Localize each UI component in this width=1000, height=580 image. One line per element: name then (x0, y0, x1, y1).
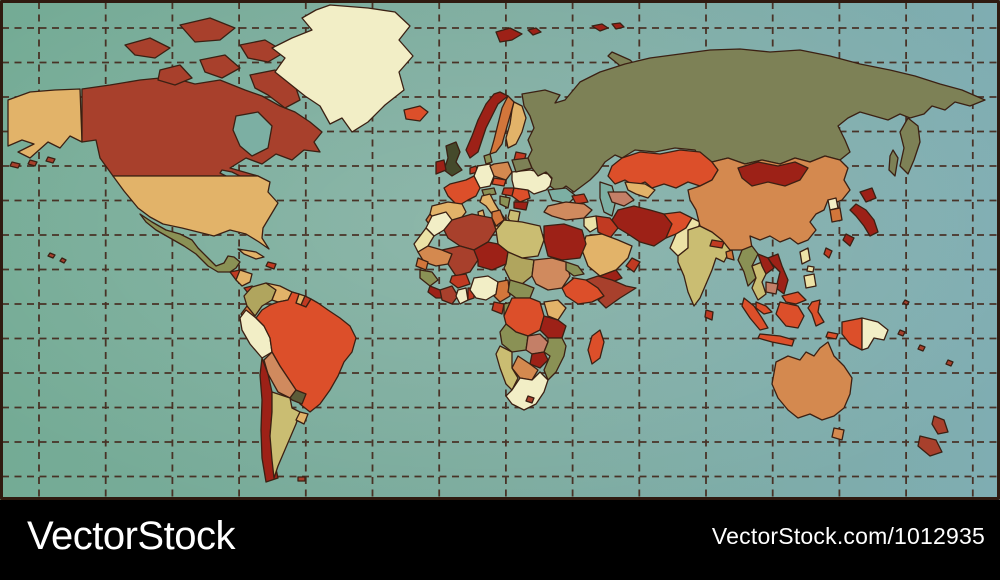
nepal-bhutan (709, 239, 725, 249)
caspian-sea (599, 181, 617, 217)
country-kazakhstan (607, 149, 719, 189)
country-lesotho (525, 395, 535, 404)
world-map-image (0, 0, 1000, 500)
country-cuba (237, 248, 265, 260)
country-sudan (531, 257, 571, 291)
country-saudi-arabia (581, 233, 633, 277)
country-angola (499, 323, 529, 353)
aleutian-islands (9, 156, 56, 169)
country-mali (441, 245, 479, 277)
country-mexico (139, 213, 241, 273)
image-credit-url: VectorStock.com/1012935 (711, 522, 985, 549)
country-argentina (269, 391, 301, 479)
country-uzbekistan (624, 181, 656, 199)
country-usa (112, 175, 279, 250)
hudson-bay (232, 111, 273, 157)
country-france (443, 175, 481, 207)
countries-layer (7, 4, 986, 483)
svalbard (495, 27, 542, 43)
country-libya (495, 219, 545, 259)
country-alaska (7, 88, 83, 159)
footer-bar: VectorStock VectorStock.com/1012935 (0, 500, 1000, 580)
country-bangladesh (725, 249, 735, 261)
austria-switzerland (481, 187, 497, 197)
country-ghana (455, 287, 469, 305)
tasmania (831, 427, 845, 441)
country-cambodia (765, 281, 779, 295)
country-malaysia (755, 291, 807, 315)
country-egypt (543, 223, 587, 261)
country-tunisia (491, 209, 505, 227)
country-ivory-coast (439, 285, 459, 305)
country-laos (757, 253, 775, 275)
country-paraguay (289, 389, 307, 405)
country-uk (443, 141, 463, 177)
falkland-islands (297, 476, 306, 482)
country-ireland (435, 159, 447, 175)
country-kenya (543, 299, 567, 321)
country-mongolia (737, 161, 809, 187)
country-philippines (799, 247, 817, 289)
country-iran (611, 205, 673, 247)
country-oman (625, 257, 641, 273)
country-taiwan (823, 247, 833, 259)
country-cameroon (493, 279, 511, 303)
guinea-group (419, 269, 439, 287)
kamchatka (899, 117, 921, 175)
country-south-africa (505, 371, 549, 411)
hispaniola (265, 261, 277, 270)
country-denmark (483, 153, 493, 165)
country-japan (842, 187, 879, 247)
franz-josef-land (591, 22, 625, 32)
country-vietnam (767, 253, 789, 295)
vectorstock-logo-text: VectorStock (27, 513, 235, 558)
country-gabon (491, 301, 505, 315)
country-australia (771, 341, 853, 421)
country-somalia (585, 275, 637, 309)
country-nigeria (469, 275, 499, 301)
country-finland (505, 101, 527, 149)
western-balkans (499, 195, 511, 209)
country-madagascar (587, 329, 605, 365)
country-new-zealand (917, 415, 949, 457)
country-bulgaria (513, 201, 529, 211)
country-indonesia (741, 297, 863, 351)
country-greenland (271, 4, 414, 133)
czech-slovakia (491, 177, 507, 187)
black-sea (547, 187, 577, 205)
country-brazil (255, 291, 357, 413)
country-burkina-faso (449, 273, 471, 289)
country-papua-new-guinea (861, 317, 889, 351)
sakhalin (888, 149, 899, 177)
country-drc (503, 297, 545, 337)
caucasus (571, 193, 589, 205)
country-sri-lanka (704, 309, 714, 321)
country-china (687, 155, 851, 251)
country-zimbabwe (529, 351, 549, 369)
canadian-arctic-islands (124, 17, 301, 109)
country-norway (465, 91, 509, 159)
country-iceland (403, 105, 429, 122)
country-uruguay (295, 411, 309, 425)
eritrea-djibouti (565, 261, 585, 277)
pacific-islands (897, 299, 954, 367)
map-frame (0, 0, 1000, 500)
country-turkmenistan (607, 191, 635, 207)
senegal-gambia (415, 257, 429, 271)
world-map-svg (0, 0, 1000, 500)
country-south-korea (829, 207, 843, 223)
hawaii-islands (47, 252, 67, 264)
honduras-nicaragua (235, 269, 253, 287)
